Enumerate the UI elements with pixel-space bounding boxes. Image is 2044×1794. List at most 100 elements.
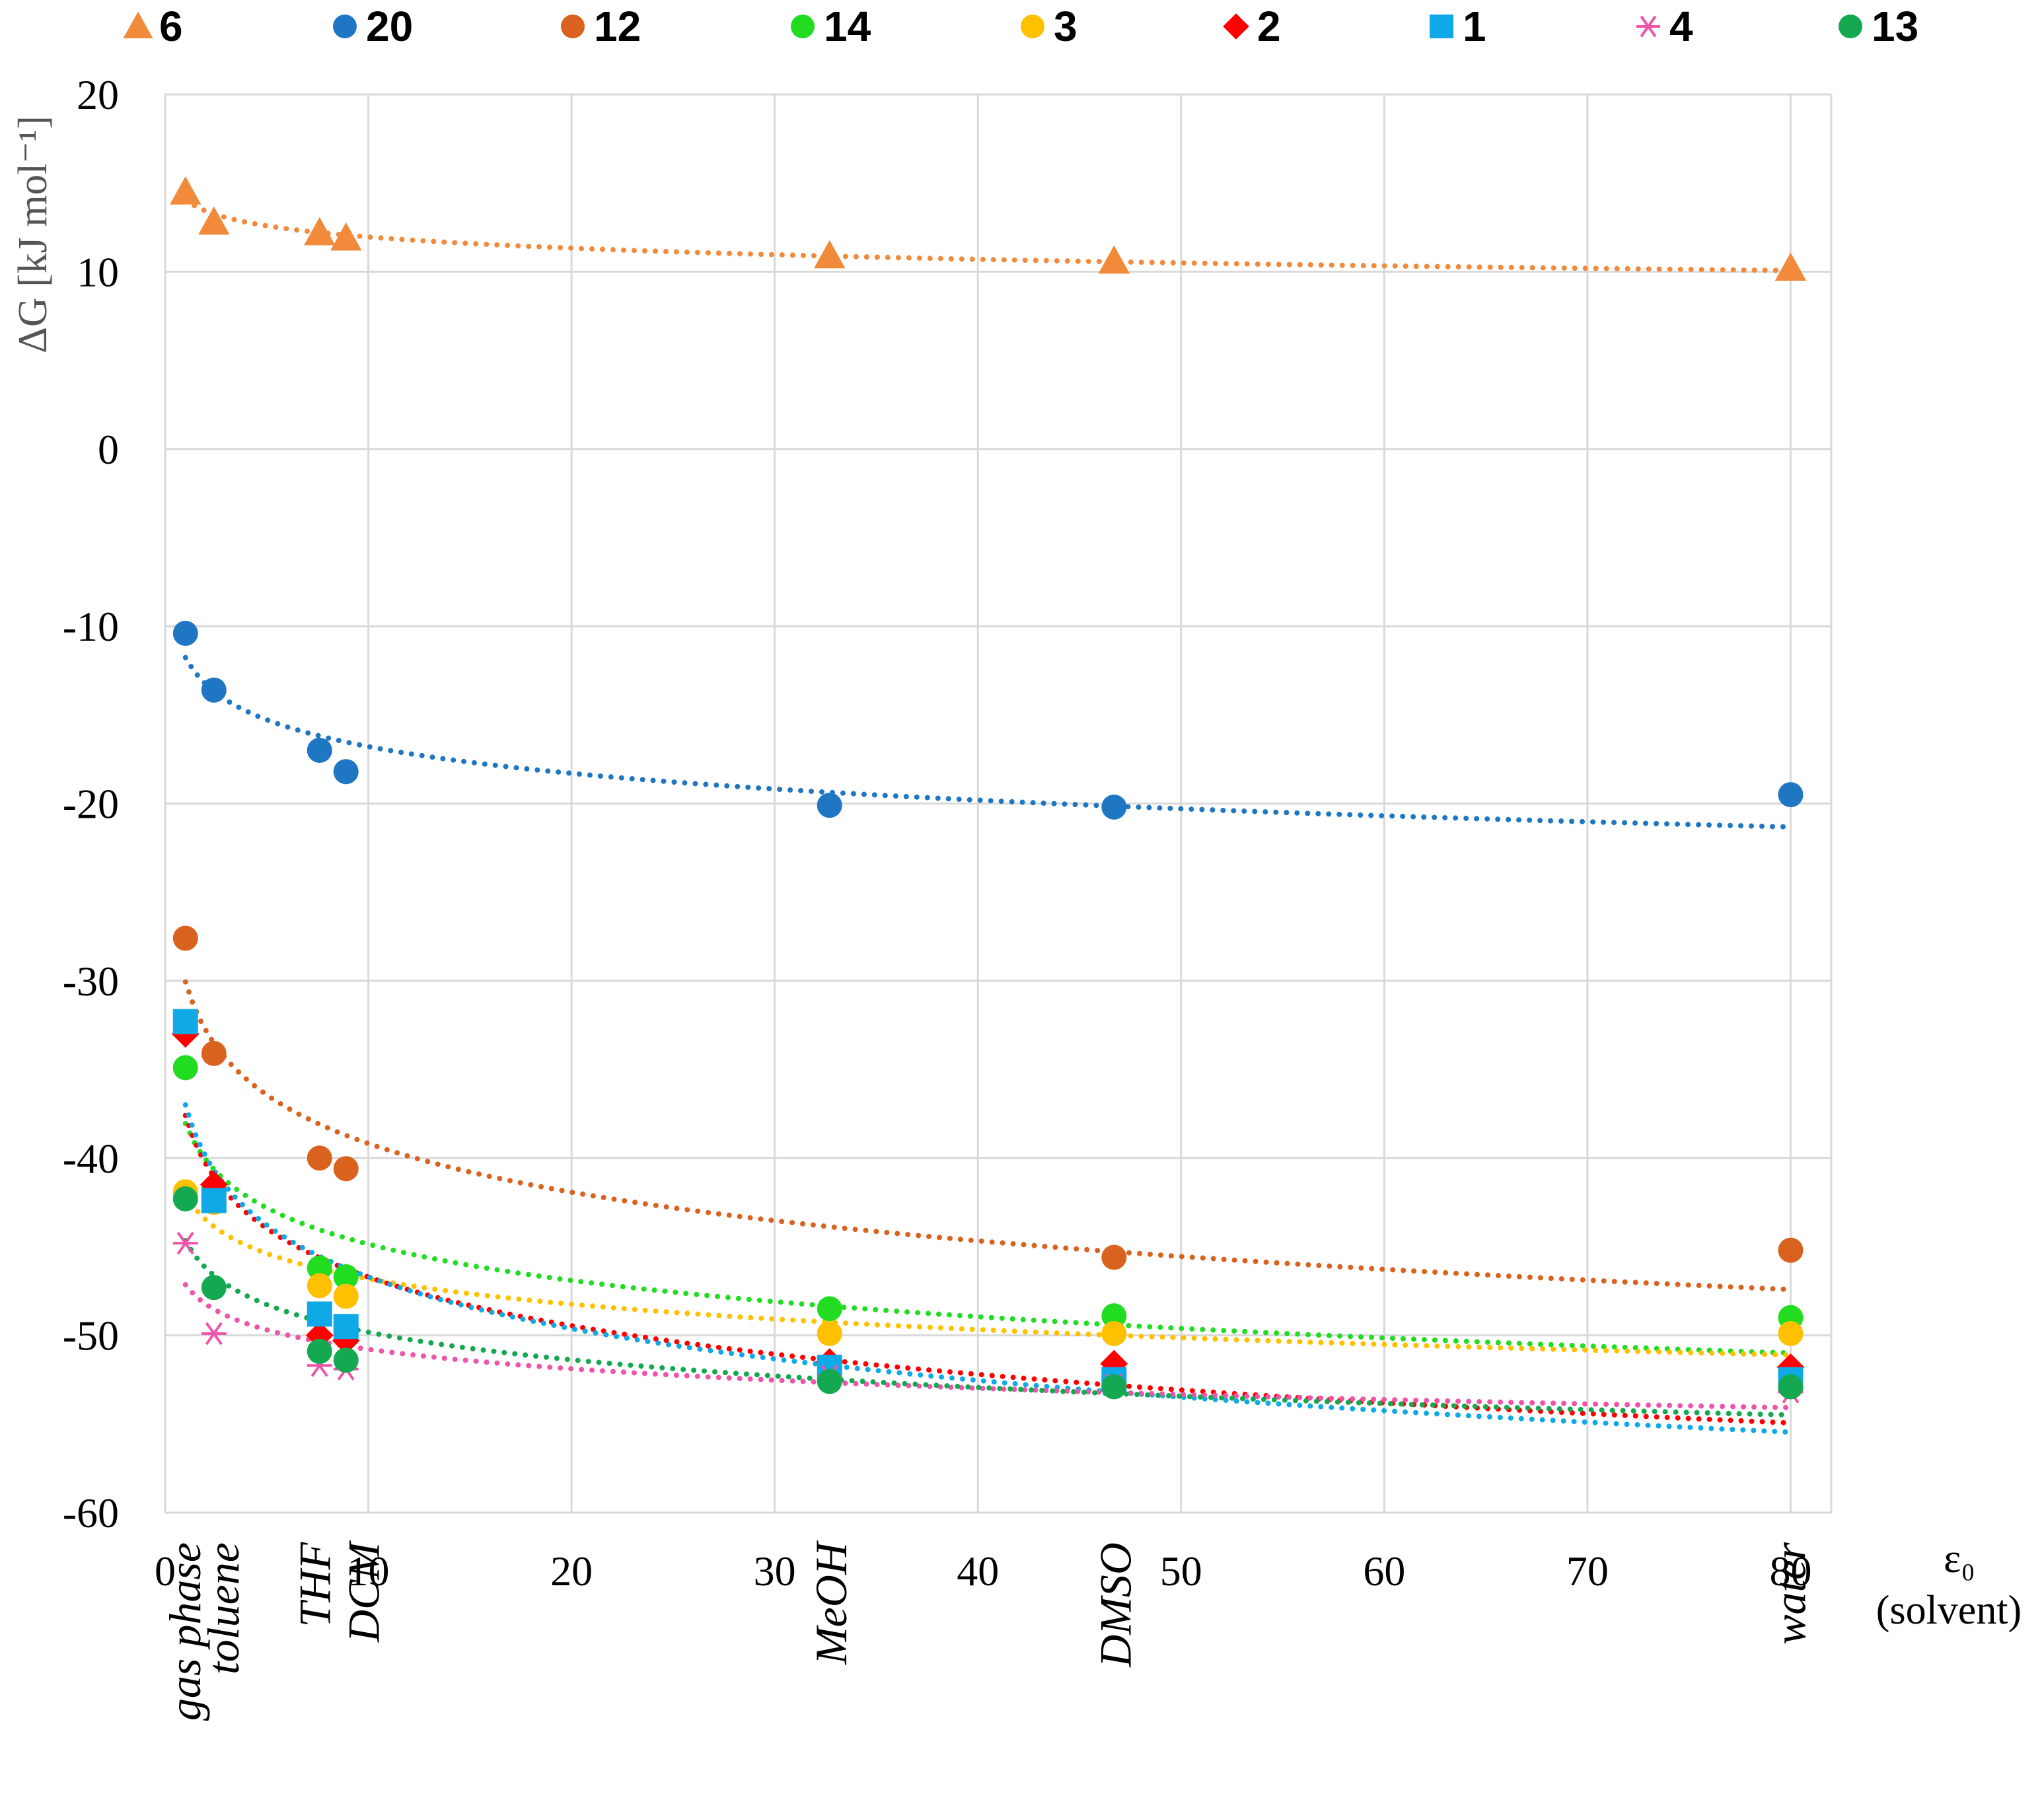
point-series-1 xyxy=(172,1009,198,1034)
point-series-20 xyxy=(333,759,359,785)
solvent-label: MeOH xyxy=(806,1540,856,1665)
point-series-20 xyxy=(1778,782,1804,808)
point-series-1 xyxy=(333,1314,359,1340)
y-tick-label: -10 xyxy=(63,603,119,650)
x-tick-label: 50 xyxy=(1160,1548,1202,1595)
point-series-20 xyxy=(1101,794,1127,820)
point-series-13 xyxy=(1778,1374,1804,1400)
point-series-3 xyxy=(307,1273,332,1299)
legend-label-6: 6 xyxy=(159,3,183,50)
point-series-6 xyxy=(1098,245,1130,274)
legend-label-3: 3 xyxy=(1054,3,1077,50)
point-series-20 xyxy=(817,793,842,818)
legend-marker-14 xyxy=(791,15,815,38)
legend-label-2: 2 xyxy=(1257,3,1281,50)
point-series-6 xyxy=(813,240,846,269)
point-series-13 xyxy=(172,1186,198,1211)
x-tick-label: 20 xyxy=(550,1548,593,1595)
y-tick-label: 10 xyxy=(77,248,119,295)
trendlines xyxy=(182,197,1794,1435)
legend: 6 20 12 14 3 2 1 4 13 xyxy=(123,3,1918,50)
x-tick-label: 60 xyxy=(1363,1548,1405,1595)
x-axis-label-solvent: (solvent) xyxy=(1876,1588,2022,1633)
point-series-12 xyxy=(172,925,198,951)
point-series-12 xyxy=(201,1040,227,1066)
legend-marker-3 xyxy=(1021,15,1044,38)
point-series-6 xyxy=(1774,252,1807,281)
point-series-4 xyxy=(201,1322,227,1346)
point-series-13 xyxy=(307,1338,332,1364)
point-series-6 xyxy=(330,222,362,251)
legend-label-13: 13 xyxy=(1872,3,1918,50)
point-series-12 xyxy=(333,1156,359,1182)
y-tick-label: -40 xyxy=(63,1135,119,1182)
y-axis-label: ΔG [kJ mol⁻¹] xyxy=(11,116,55,353)
solvent-label: THF xyxy=(290,1542,340,1628)
data-points xyxy=(170,176,1807,1404)
point-series-13 xyxy=(1101,1374,1127,1400)
legend-label-1: 1 xyxy=(1463,3,1486,50)
point-series-6 xyxy=(198,206,230,235)
point-series-6 xyxy=(170,176,201,205)
y-tick-label: 0 xyxy=(98,426,119,473)
trendline-12 xyxy=(182,979,1794,1293)
y-tick-label: -20 xyxy=(63,781,119,828)
gridlines xyxy=(164,93,1833,1514)
solvent-label: toluene xyxy=(198,1542,248,1674)
point-series-3 xyxy=(817,1320,842,1346)
x-axis-label-eps: ε₀ xyxy=(1944,1536,1975,1581)
y-tick-label: -60 xyxy=(63,1489,119,1536)
point-series-13 xyxy=(201,1275,227,1301)
point-series-13 xyxy=(333,1347,359,1373)
trendline-20 xyxy=(182,655,1794,830)
point-series-20 xyxy=(307,737,332,763)
point-series-2 xyxy=(1100,1349,1128,1378)
legend-label-12: 12 xyxy=(594,3,641,50)
point-series-14 xyxy=(333,1264,359,1290)
solvent-label: gas phase xyxy=(160,1542,210,1721)
y-tick-label: 20 xyxy=(77,71,119,118)
x-tick-label: 10 xyxy=(347,1548,390,1595)
point-series-3 xyxy=(1778,1320,1804,1346)
x-axis-ticks: 0 10 20 30 40 50 60 70 80 xyxy=(155,1548,1811,1595)
legend-marker-12 xyxy=(561,15,585,38)
point-series-1 xyxy=(307,1301,332,1327)
point-series-1 xyxy=(201,1188,227,1213)
solvent-label: DMSO xyxy=(1090,1542,1140,1668)
trendline-3 xyxy=(182,1192,1794,1358)
x-tick-label: 80 xyxy=(1769,1548,1811,1595)
y-axis-ticks: -60 -50 -40 -30 -20 -10 0 10 20 xyxy=(63,71,119,1536)
legend-marker-20 xyxy=(333,15,357,38)
solvent-label: DCM xyxy=(338,1540,388,1643)
legend-label-4: 4 xyxy=(1669,3,1693,50)
point-series-3 xyxy=(333,1283,359,1309)
trendline-14 xyxy=(182,1121,1794,1356)
y-tick-label: -50 xyxy=(63,1312,119,1359)
legend-label-20: 20 xyxy=(366,3,413,50)
y-tick-label: -30 xyxy=(63,958,119,1005)
legend-marker-13 xyxy=(1839,15,1862,38)
point-series-2 xyxy=(200,1170,228,1199)
legend-marker-4 xyxy=(1636,15,1660,38)
point-series-20 xyxy=(172,620,198,646)
solvent-label: water xyxy=(1765,1542,1815,1644)
legend-marker-1 xyxy=(1430,15,1453,38)
x-tick-label: 40 xyxy=(957,1548,999,1595)
trendline-6 xyxy=(182,197,1794,273)
point-series-14 xyxy=(817,1296,842,1322)
trendline-1 xyxy=(182,1102,1794,1435)
trendline-4 xyxy=(182,1282,1794,1411)
point-series-14 xyxy=(172,1055,198,1081)
trendline-13 xyxy=(182,1238,1794,1418)
x-tick-label: 0 xyxy=(155,1548,176,1595)
legend-marker-2 xyxy=(1223,13,1249,40)
point-series-12 xyxy=(1778,1237,1804,1263)
point-series-3 xyxy=(1101,1320,1127,1346)
point-series-2 xyxy=(332,1326,360,1355)
point-series-4 xyxy=(172,1231,198,1255)
x-tick-label: 30 xyxy=(754,1548,796,1595)
point-series-12 xyxy=(1101,1244,1127,1270)
legend-label-14: 14 xyxy=(824,3,871,50)
